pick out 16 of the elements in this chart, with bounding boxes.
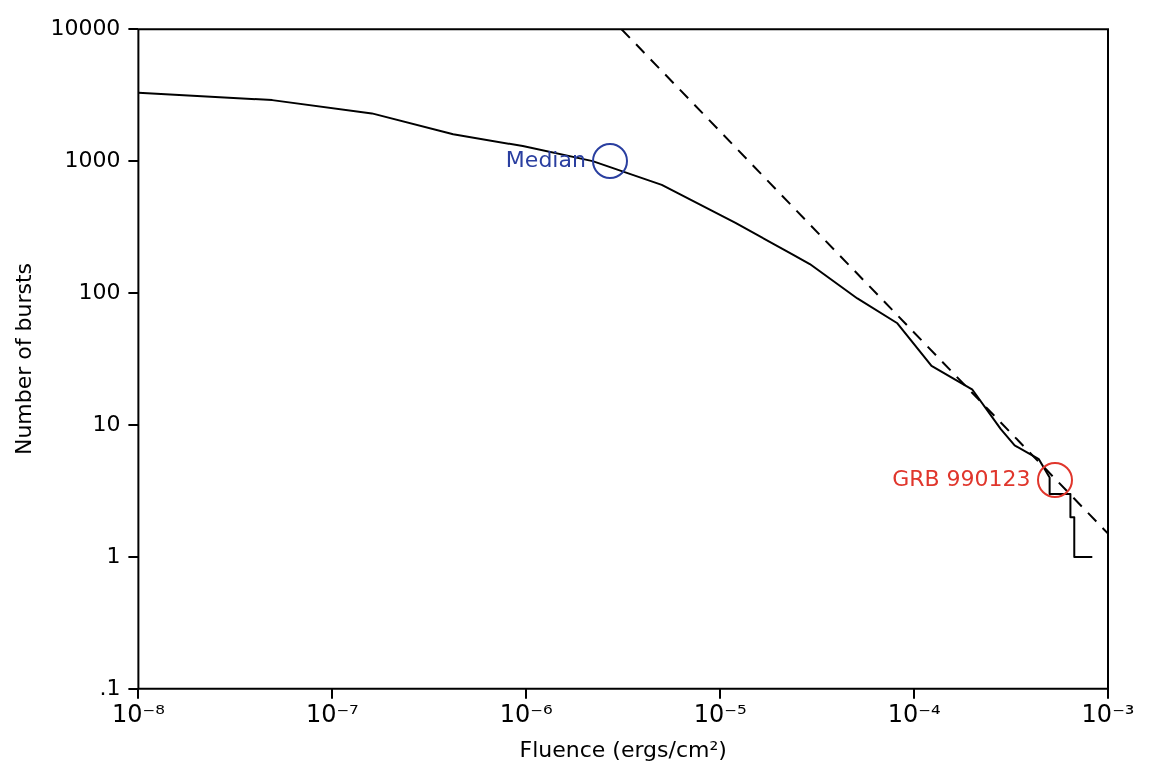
- y-tick-label: 1: [106, 542, 121, 568]
- annotation: GRB 990123: [892, 466, 1031, 492]
- y-tick-label: 100: [78, 278, 121, 304]
- x-axis-title: Fluence (ergs/cm²): [519, 736, 727, 762]
- x-tick-label: 10⁻⁵: [693, 700, 747, 729]
- y-tick-label: 10: [92, 410, 121, 436]
- y-tick-label: 10000: [50, 14, 121, 40]
- x-tick-label: 10⁻⁴: [887, 700, 941, 729]
- y-tick-label: 1000: [64, 146, 121, 172]
- y-tick-label: .1: [99, 674, 121, 700]
- annotation: Median: [505, 147, 586, 173]
- y-axis-title: Number of bursts: [10, 262, 36, 456]
- x-tick-label: 10⁻⁷: [305, 700, 359, 729]
- x-tick-label: 10⁻⁶: [499, 700, 553, 729]
- x-tick-label: 10⁻⁸: [111, 700, 165, 729]
- x-tick-label: 10⁻³: [1081, 700, 1135, 729]
